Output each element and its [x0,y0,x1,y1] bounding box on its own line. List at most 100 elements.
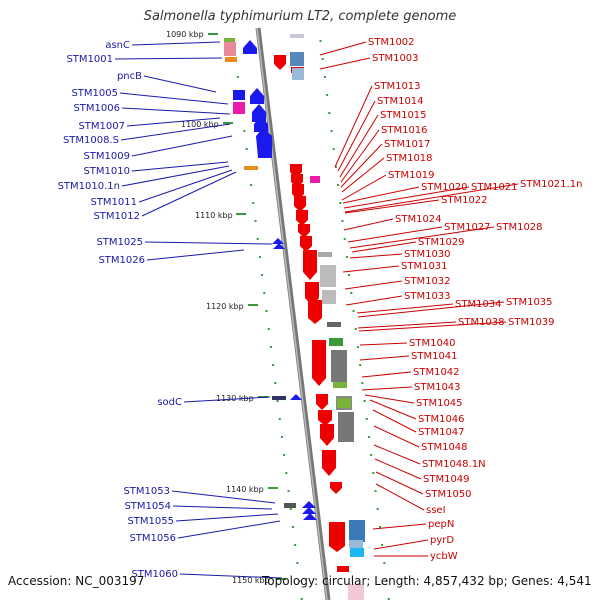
gene-leader-left [120,123,231,141]
gene-label-right[interactable]: STM1024 [395,214,442,225]
gene-label-right[interactable]: STM1028 [496,222,543,233]
gene-label-right[interactable]: STM1040 [409,338,456,349]
gene-label-left[interactable]: sodC [157,397,182,408]
gene-label-right[interactable]: STM1047 [418,427,465,438]
gene-leader-right [334,85,373,168]
gene-label-right[interactable]: STM1019 [388,170,435,181]
minor-tick [245,148,248,150]
gene-label-right[interactable]: STM1032 [404,276,451,287]
gene-label-left[interactable]: STM1060 [131,569,178,580]
gene-block [318,252,332,257]
gene-label-left[interactable]: asnC [105,40,130,51]
gene-label-right[interactable]: STM1046 [418,414,465,425]
gene-label-right[interactable]: STM1039 [508,317,555,328]
gene-label-right[interactable]: STM1002 [368,37,415,48]
gene-label-left[interactable]: STM1056 [129,533,176,544]
left-strand-genes [224,38,317,520]
minor-tick [370,454,373,456]
gene-label-left[interactable]: STM1001 [66,54,113,65]
gene-arrow [294,196,306,212]
gene-arrow [274,55,286,70]
minor-tick [267,328,270,330]
gene-leader-right [340,129,380,183]
gene-label-right[interactable]: STM1042 [413,367,460,378]
gene-label-left[interactable]: STM1053 [123,486,170,497]
gene-label-right[interactable]: pepN [428,519,454,530]
gene-label-left[interactable]: STM1008.S [63,135,119,146]
gene-label-right[interactable]: STM1003 [372,53,419,64]
gene-leader-right [361,371,412,378]
gene-label-right[interactable]: STM1013 [374,81,421,92]
gene-arrow [272,238,284,244]
gene-label-left[interactable]: STM1026 [98,255,145,266]
gene-arrow [316,394,328,410]
gene-label-left[interactable]: STM1007 [78,121,125,132]
gene-label-left[interactable]: STM1012 [93,211,140,222]
gene-block [349,520,365,542]
gene-block [348,584,364,600]
minor-tick [381,544,384,546]
gene-leader-right [369,399,417,420]
minor-tick [356,346,359,348]
gene-label-right[interactable]: STM1018 [386,153,433,164]
gene-label-right[interactable]: sseI [426,505,446,516]
gene-leader-right [358,321,507,332]
gene-label-right[interactable]: STM1041 [411,351,458,362]
gene-label-left[interactable]: STM1011 [90,197,137,208]
gene-label-right[interactable]: STM1014 [377,96,424,107]
minor-tick [294,544,297,546]
minor-tick [372,472,375,474]
gene-label-right[interactable]: STM1030 [404,249,451,260]
gene-label-left[interactable]: STM1055 [127,516,174,527]
gene-leader-right [342,186,420,204]
gene-label-right[interactable]: STM1035 [506,297,553,308]
gene-label-right[interactable]: STM1048.1N [422,459,486,470]
gene-label-right[interactable]: STM1029 [418,237,465,248]
gene-leader-right [343,186,470,209]
gene-leader-left [138,169,233,203]
minor-tick [385,580,388,582]
gene-leader-left [179,573,283,579]
gene-block [320,265,336,287]
gene-label-right[interactable]: STM1015 [380,110,427,121]
gene-label-left[interactable]: STM1005 [71,88,118,99]
gene-label-left[interactable]: STM1054 [124,501,171,512]
gene-label-right[interactable]: STM1050 [425,489,472,500]
gene-label-left[interactable]: STM1010 [83,166,130,177]
gene-label-right[interactable]: ycbW [430,551,458,562]
gene-label-right[interactable]: pyrD [430,535,454,546]
gene-label-right[interactable]: STM1017 [384,139,431,150]
gene-label-left[interactable]: STM1009 [83,151,130,162]
gene-label-right[interactable]: STM1045 [416,398,463,409]
gene-label-right[interactable]: STM1043 [414,382,461,393]
kbp-label-1100: 1100 kbp [181,120,219,129]
gene-block [350,548,364,557]
gene-label-left[interactable]: STM1006 [73,103,120,114]
gene-arrow [252,104,266,122]
minor-tick [354,328,357,330]
gene-label-right[interactable]: STM1038 [458,317,505,328]
gene-leader-right [349,253,403,259]
gene-label-right[interactable]: STM1031 [401,261,448,272]
gene-label-right[interactable]: STM1021.1n [520,179,582,190]
gene-label-right[interactable]: STM1016 [381,125,428,136]
gene-label-left[interactable]: STM1010.1n [58,181,120,192]
gene-leader-right [319,41,367,56]
gene-block [322,290,336,304]
gene-arrow [318,410,332,426]
gene-leader-right [361,386,413,391]
minor-tick [263,292,266,294]
gene-label-left[interactable]: pncB [117,71,142,82]
minor-tick [383,562,386,564]
minor-tick [278,418,281,420]
gene-block [284,503,296,508]
accession-label: Accession: NC_003197 [8,574,145,588]
gene-label-left[interactable]: STM1025 [96,237,143,248]
gene-label-right[interactable]: STM1033 [404,291,451,302]
gene-label-right[interactable]: STM1048 [421,442,468,453]
gene-label-right[interactable]: STM1022 [441,195,488,206]
gene-label-right[interactable]: STM1020 [421,182,468,193]
gene-label-right[interactable]: STM1027 [444,222,491,233]
gene-label-right[interactable]: STM1049 [423,474,470,485]
